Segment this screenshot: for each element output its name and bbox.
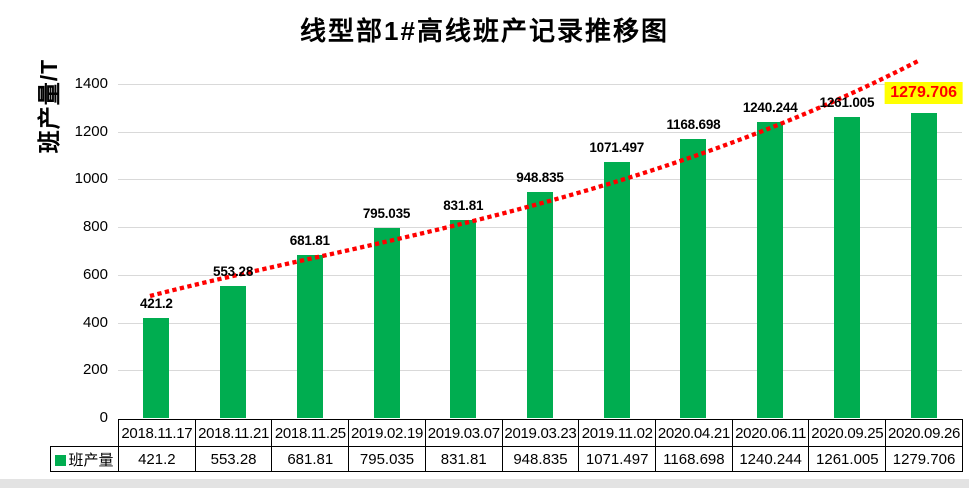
- bar: [603, 162, 630, 418]
- y-tick-label: 800: [82, 218, 108, 236]
- window-bottom-strip: [0, 479, 969, 488]
- table-date-cell: 2018.11.17: [118, 419, 196, 447]
- bar: [296, 255, 323, 418]
- bar: [143, 317, 170, 418]
- bar-value-label: 553.28: [213, 264, 254, 279]
- table-corner-blank: [51, 420, 119, 447]
- chart-title: 线型部1#高线班产记录推移图: [300, 16, 669, 46]
- bar: [757, 122, 784, 418]
- data-table: 2018.11.17 2018.11.21 2018.11.25 2019.02.19…: [50, 419, 963, 472]
- y-tick-label: 1000: [74, 170, 108, 188]
- bar-value-label: 1261.005: [819, 95, 875, 111]
- bar: [527, 191, 553, 418]
- table-date-cell: 2019.03.07: [424, 419, 503, 447]
- table-date-cell: 2019.02.19: [348, 419, 426, 447]
- table-date-cell: 2019.03.23: [501, 419, 580, 447]
- legend-label: 班产量: [68, 451, 114, 469]
- table-value-cell: 681.81: [271, 446, 350, 472]
- table-value-cell: 1240.244: [731, 446, 810, 472]
- table-value-cell: 1261.005: [808, 446, 887, 472]
- bar: [450, 219, 477, 418]
- y-tick-label: 600: [82, 265, 108, 283]
- y-tick-label: 1400: [74, 75, 108, 92]
- table-value-cell: 1071.497: [578, 446, 657, 472]
- table-value-cell: 831.81: [424, 446, 503, 472]
- bar-value-label: 1071.497: [589, 140, 645, 156]
- bar-value-label: 681.81: [289, 233, 330, 249]
- table-value-cell: 553.28: [194, 446, 273, 472]
- y-tick-label: 1200: [74, 122, 108, 140]
- bar: [833, 117, 860, 418]
- bar-value-label: 831.81: [443, 197, 484, 213]
- bar: [680, 139, 707, 418]
- table-date-cell: 2020.06.11: [731, 419, 810, 447]
- y-tick-label: 0: [99, 409, 108, 426]
- table-date-cell: 2018.11.25: [271, 419, 350, 447]
- bar: [220, 286, 247, 418]
- bar: [373, 228, 400, 418]
- table-date-cell: 2019.11.02: [578, 419, 657, 447]
- y-tick-label: 200: [82, 361, 108, 379]
- table-value-cell: 1168.698: [655, 446, 733, 472]
- table-date-cell: 2020.09.25: [808, 419, 887, 447]
- bar-value-label: 948.835: [516, 169, 564, 185]
- bar-value-label-highlighted: 1279.706: [884, 81, 963, 104]
- table-date-cell: 2018.11.21: [194, 419, 273, 447]
- table-value-cell: 795.035: [348, 446, 426, 472]
- table-value-cell: 948.835: [501, 446, 580, 472]
- bar: [910, 112, 937, 418]
- bar-value-label: 1168.698: [666, 117, 721, 133]
- y-tick-label: 400: [82, 313, 108, 331]
- gridline: [118, 84, 962, 85]
- table-date-cell: 2020.09.26: [885, 419, 963, 447]
- table-value-cell: 1279.706: [885, 446, 963, 472]
- legend-key-icon: [55, 454, 67, 466]
- legend-cell: 班产量: [50, 446, 119, 472]
- bar-value-label: 421.2: [139, 295, 173, 311]
- table-date-cell: 2020.04.21: [655, 419, 733, 447]
- bar-value-label: 1240.244: [742, 100, 798, 116]
- table-value-cell: 421.2: [118, 446, 196, 472]
- y-axis-title: 班产量/T: [36, 58, 62, 154]
- bar-value-label: 795.035: [362, 206, 411, 222]
